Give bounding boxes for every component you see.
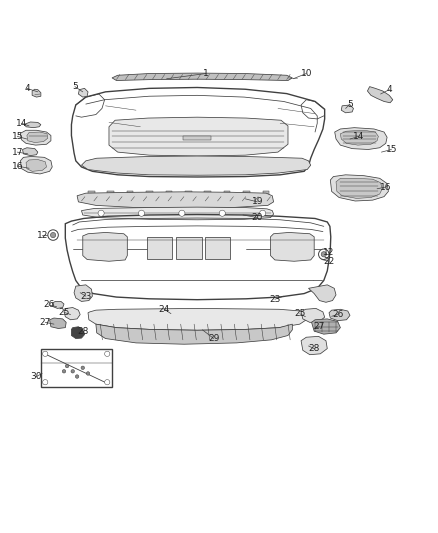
Polygon shape	[271, 232, 314, 261]
Text: 12: 12	[36, 231, 48, 239]
Text: 30: 30	[31, 372, 42, 381]
Circle shape	[98, 210, 104, 216]
Circle shape	[86, 372, 90, 375]
Circle shape	[42, 379, 48, 385]
Bar	[205, 191, 211, 196]
Text: 26: 26	[43, 301, 54, 310]
Polygon shape	[301, 309, 325, 322]
Polygon shape	[74, 285, 92, 302]
Polygon shape	[20, 157, 52, 174]
Text: 12: 12	[323, 248, 335, 257]
Polygon shape	[81, 207, 274, 220]
Polygon shape	[335, 128, 387, 149]
Polygon shape	[32, 89, 41, 97]
Bar	[146, 191, 153, 196]
Polygon shape	[329, 309, 350, 321]
Text: 22: 22	[323, 257, 335, 266]
Text: 5: 5	[347, 100, 353, 109]
Text: 23: 23	[269, 295, 281, 304]
Polygon shape	[64, 308, 80, 320]
Polygon shape	[25, 122, 41, 128]
Text: 14: 14	[16, 119, 27, 128]
Bar	[243, 191, 250, 196]
Bar	[224, 191, 230, 196]
Polygon shape	[350, 134, 371, 142]
Text: 5: 5	[72, 82, 78, 91]
Polygon shape	[311, 319, 340, 334]
Bar	[107, 191, 114, 196]
Text: 16: 16	[380, 182, 392, 191]
Circle shape	[48, 230, 58, 240]
Polygon shape	[26, 159, 46, 171]
Text: 25: 25	[294, 309, 305, 318]
Polygon shape	[27, 132, 48, 142]
Polygon shape	[176, 237, 201, 259]
Text: 14: 14	[353, 132, 364, 141]
Polygon shape	[340, 130, 378, 145]
Circle shape	[318, 249, 329, 260]
Polygon shape	[20, 130, 51, 145]
Polygon shape	[330, 175, 389, 201]
Text: 15: 15	[11, 132, 23, 141]
Circle shape	[65, 364, 69, 368]
Circle shape	[81, 366, 85, 369]
Polygon shape	[96, 324, 292, 344]
Text: 29: 29	[208, 334, 219, 343]
Text: 17: 17	[11, 148, 23, 157]
Text: 19: 19	[252, 197, 263, 206]
Polygon shape	[83, 232, 127, 261]
Text: 4: 4	[24, 84, 30, 93]
Circle shape	[105, 379, 110, 385]
Polygon shape	[78, 88, 88, 97]
Polygon shape	[88, 309, 306, 330]
Polygon shape	[336, 179, 382, 198]
Bar	[88, 191, 95, 196]
Circle shape	[71, 369, 74, 373]
Circle shape	[105, 351, 110, 357]
Polygon shape	[205, 237, 230, 259]
Text: 16: 16	[11, 161, 23, 171]
Text: 20: 20	[252, 213, 263, 222]
Circle shape	[42, 351, 48, 357]
Circle shape	[138, 210, 145, 216]
Text: 23: 23	[80, 292, 92, 301]
Bar	[41, 350, 112, 386]
Polygon shape	[112, 73, 292, 80]
Polygon shape	[109, 117, 288, 156]
Polygon shape	[52, 302, 64, 309]
Polygon shape	[367, 87, 393, 103]
Circle shape	[75, 375, 79, 378]
Polygon shape	[183, 135, 211, 140]
Bar	[263, 191, 269, 196]
Text: 28: 28	[308, 344, 320, 353]
Text: 27: 27	[314, 322, 325, 331]
Text: 10: 10	[300, 69, 312, 78]
Text: 26: 26	[332, 310, 343, 319]
Circle shape	[260, 210, 266, 216]
Bar	[127, 191, 134, 196]
Text: 27: 27	[39, 318, 51, 327]
Circle shape	[219, 210, 225, 216]
Polygon shape	[301, 336, 327, 354]
Polygon shape	[81, 156, 311, 175]
Text: 1: 1	[203, 69, 209, 78]
Polygon shape	[22, 148, 38, 156]
Polygon shape	[341, 105, 353, 113]
Text: 15: 15	[386, 145, 397, 154]
Circle shape	[62, 369, 66, 373]
Circle shape	[179, 210, 185, 216]
Circle shape	[50, 232, 56, 238]
Polygon shape	[77, 192, 274, 208]
Bar	[166, 191, 172, 196]
Circle shape	[321, 252, 326, 257]
Text: 4: 4	[386, 85, 392, 94]
Text: 28: 28	[77, 327, 88, 336]
Polygon shape	[71, 327, 85, 338]
Bar	[185, 191, 191, 196]
Text: 24: 24	[159, 305, 170, 314]
Text: 25: 25	[58, 308, 70, 317]
Polygon shape	[147, 237, 172, 259]
Polygon shape	[308, 285, 336, 302]
Polygon shape	[49, 318, 66, 328]
